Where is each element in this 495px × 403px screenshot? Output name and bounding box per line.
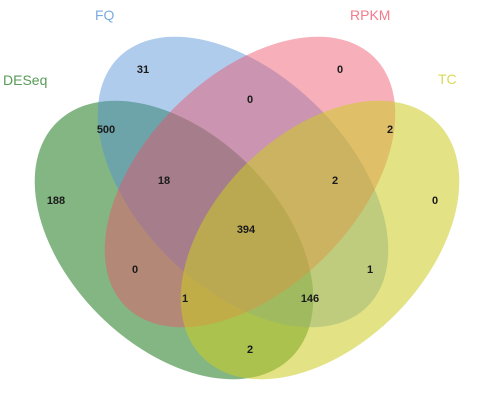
count-fq-rpkm: 0 <box>247 94 253 106</box>
set-label-fq: FQ <box>95 7 115 23</box>
count-deseq-fq: 500 <box>97 124 115 136</box>
count-rpkm-only: 0 <box>337 64 343 76</box>
count-fq-rpkm-tc: 2 <box>332 175 338 187</box>
count-deseq-fq-rpkm: 18 <box>158 175 170 187</box>
count-fq-only: 31 <box>137 64 149 76</box>
count-deseq-only: 188 <box>47 195 65 207</box>
count-deseq-tc: 2 <box>247 344 253 356</box>
set-label-tc: TC <box>438 71 457 87</box>
set-ellipse-tc <box>180 100 460 380</box>
count-fq-tc: 1 <box>367 264 373 276</box>
count-rpkm-tc: 2 <box>387 124 393 136</box>
count-tc-only: 0 <box>432 195 438 207</box>
count-all-four: 394 <box>237 224 256 236</box>
set-label-rpkm: RPKM <box>350 7 390 23</box>
set-label-deseq: DESeq <box>3 72 47 88</box>
count-deseq-rpkm: 0 <box>132 264 138 276</box>
count-deseq-fq-tc: 146 <box>301 293 319 305</box>
count-deseq-rpkm-tc: 1 <box>182 293 188 305</box>
